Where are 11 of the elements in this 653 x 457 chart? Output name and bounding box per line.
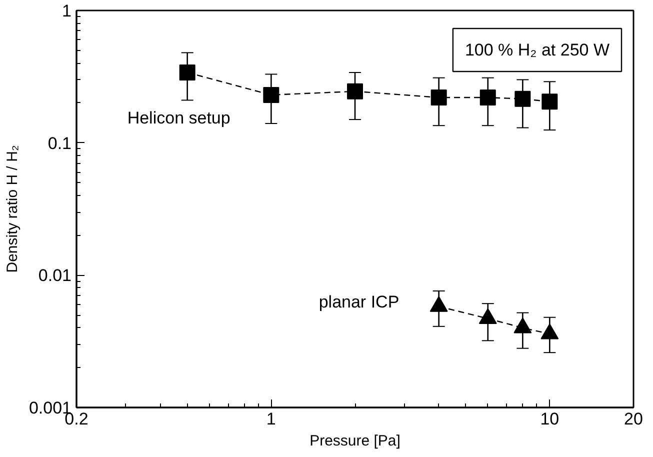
x-tick-label: 20 — [624, 410, 643, 428]
x-axis-title: Pressure [Pa] — [310, 432, 400, 450]
x-tick-label: 10 — [540, 410, 560, 428]
y-axis-title: Density ratio H / H₂ — [4, 145, 21, 273]
series-label: Helicon setup — [127, 108, 230, 128]
series-label: planar ICP — [318, 292, 400, 312]
x-tick-label: 1 — [266, 410, 276, 428]
annotation: 100 % H₂ at 250 W — [464, 40, 610, 60]
y-tick-label: 1 — [62, 2, 72, 20]
y-tick-label: 0.01 — [38, 266, 72, 286]
y-tick-label: 0.1 — [48, 134, 72, 153]
